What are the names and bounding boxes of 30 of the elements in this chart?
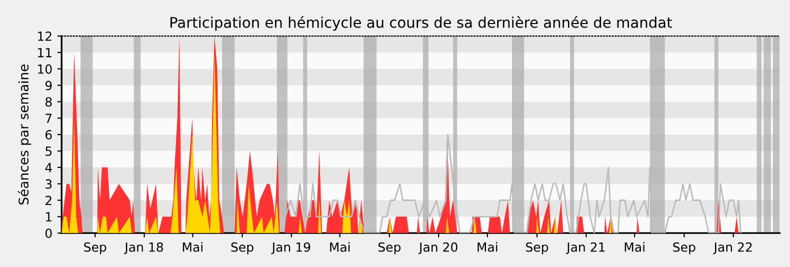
- x-tick-label: Mai: [330, 242, 350, 252]
- x-tick-label: Jan 19: [271, 242, 310, 254]
- x-tick-label: Jan 18: [124, 242, 163, 254]
- y-tick-label: 3: [46, 179, 52, 189]
- chart-title: Participation en hémicycle au cours de sa dernière année de mandat: [170, 16, 672, 31]
- x-tick-label: Sep: [231, 242, 254, 254]
- y-tick-label: 1: [46, 212, 52, 222]
- y-tick-label: 11: [38, 48, 52, 58]
- line-series: [284, 134, 742, 234]
- x-tick-label: Sep: [526, 242, 548, 254]
- x-tick-label: Sep: [84, 242, 106, 254]
- y-tick-label: 12: [38, 32, 52, 41]
- x-tick-label: Sep: [673, 242, 696, 254]
- y-tick-label: 0: [45, 228, 52, 238]
- y-tick-label: 9: [45, 80, 52, 90]
- y-axis-title: Séances par semaine: [18, 64, 32, 204]
- x-tick-label: Mai: [478, 242, 498, 252]
- y-tick-label: 5: [46, 146, 52, 156]
- x-tick-label: Mai: [624, 242, 644, 252]
- y-tick-label: 7: [46, 114, 52, 123]
- x-tick-label: Jan 20: [418, 242, 458, 254]
- y-tick-label: 8: [45, 97, 52, 107]
- x-tick-label: Sep: [378, 242, 401, 254]
- x-tick-label: Jan 21: [566, 242, 605, 254]
- y-tick-label: 6: [46, 130, 52, 140]
- y-tick-label: 2: [46, 196, 52, 205]
- x-tick-label: Jan 22: [713, 242, 752, 254]
- x-tick-label: Mai: [182, 242, 202, 252]
- y-tick-label: 4: [45, 163, 52, 172]
- y-tick-label: 10: [38, 64, 52, 74]
